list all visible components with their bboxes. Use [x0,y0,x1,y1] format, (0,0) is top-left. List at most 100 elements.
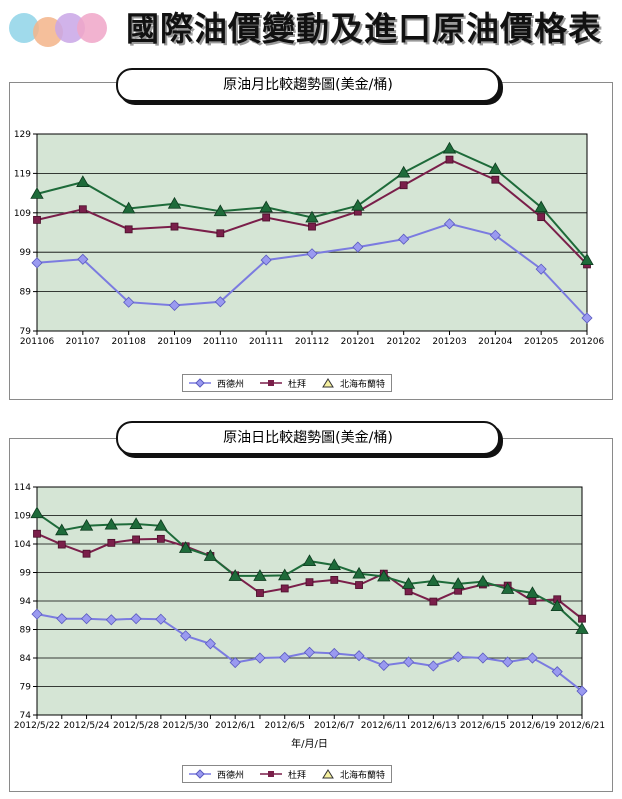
daily-point-dubai [33,529,41,538]
monthly-point-brent [30,187,44,199]
page-title: 國際油價變動及進口原油價格表 [126,9,602,48]
monthly-point-wti [535,263,547,275]
daily-point-brent [30,506,44,519]
daily-point-wti [427,660,439,672]
monthly-chart-legend: 西德州 杜拜 北海布蘭特 [182,374,393,392]
daily-xtick-label: 2012/6/7 [314,721,354,731]
daily-point-wti [204,638,216,650]
monthly-point-dubai [537,213,546,222]
monthly-point-wti [306,248,318,260]
daily-point-wti [403,656,415,668]
daily-point-brent [525,586,540,598]
monthly-point-wti [31,257,43,269]
monthly-point-brent [442,141,457,154]
monthly-point-brent [351,198,365,211]
daily-point-brent [426,574,441,586]
monthly-point-wti [168,299,181,311]
monthly-xtick-label: 201108 [111,337,146,347]
monthly-point-dubai [308,222,316,231]
monthly-point-dubai [445,155,454,164]
daily-xtick-label: 2012/5/28 [113,721,159,731]
monthly-point-wti [123,296,135,308]
legend-label-brent-daily: 北海布蘭特 [340,770,386,781]
daily-point-brent [550,599,564,612]
legend-wti-marker [189,378,211,388]
daily-xtick-label: 2012/6/5 [265,721,305,731]
legend-item-brent: 北海布蘭特 [322,377,385,390]
daily-xtick-label: 2012/6/19 [509,721,555,731]
monthly-xtick-label: 201110 [203,337,238,347]
daily-point-wti [477,652,489,664]
daily-point-wti [155,613,167,625]
legend-dubai-marker [260,380,283,386]
logo [9,13,107,47]
monthly-ytick-label: 119 [14,169,31,179]
monthly-ytick-label: 109 [14,209,31,219]
daily-chart-title: 原油日比較趨勢圖(美金/桶) [116,421,500,455]
daily-point-dubai [57,540,66,549]
monthly-point-wti [214,296,226,308]
daily-point-brent [55,523,69,536]
legend-brent-marker [322,378,334,388]
daily-point-wti [303,646,316,658]
monthly-point-brent [259,200,273,213]
monthly-xtick-label: 201204 [478,337,513,347]
daily-xtick-label: 2012/5/30 [163,721,209,731]
daily-point-dubai [404,587,413,596]
daily-xtick-label: 2012/5/24 [63,721,109,731]
daily-point-wti [180,630,192,642]
monthly-point-wti [489,229,501,241]
monthly-point-brent [580,253,594,265]
monthly-xtick-label: 201109 [157,337,192,347]
monthly-ytick-label: 79 [20,327,32,337]
monthly-point-dubai [170,222,179,231]
monthly-chart-title: 原油月比較趨勢圖(美金/桶) [116,68,500,102]
daily-point-dubai [578,614,586,623]
monthly-xtick-label: 201203 [432,337,466,347]
daily-point-wti [576,685,588,697]
monthly-point-wti [352,241,364,253]
daily-point-brent [129,517,143,529]
monthly-point-dubai [33,215,41,224]
monthly-point-brent [167,196,182,209]
monthly-point-brent [121,201,136,214]
monthly-point-brent [488,162,503,174]
daily-point-dubai [156,534,165,543]
monthly-xtick-label: 201107 [66,337,100,347]
daily-point-dubai [429,597,438,606]
monthly-ytick-label: 89 [20,288,32,298]
daily-point-dubai [107,538,116,547]
legend-brent-marker-daily [322,769,334,779]
daily-point-brent [377,569,391,582]
logo-circle-4 [77,13,107,43]
monthly-point-dubai [262,213,271,222]
daily-ytick-label: 109 [14,512,31,522]
daily-ytick-label: 74 [20,711,32,721]
daily-xtick-label: 2012/6/11 [361,721,407,731]
logo-circle-3 [55,13,85,43]
daily-point-brent [327,558,341,570]
daily-point-brent [476,574,490,587]
daily-point-brent [352,566,366,579]
daily-point-brent [228,569,242,581]
monthly-point-dubai [399,181,408,190]
legend-label-wti: 西德州 [217,379,245,390]
monthly-ytick-label: 99 [20,248,32,258]
daily-point-dubai [132,535,140,544]
monthly-point-wti [398,233,410,245]
daily-point-wti [551,666,563,678]
daily-point-wti [378,659,390,671]
monthly-point-brent [534,200,548,213]
daily-chart-legend: 西德州 杜拜 北海布蘭特 [182,765,393,783]
daily-point-wti [353,650,365,662]
daily-point-brent [500,582,515,594]
daily-point-dubai [280,584,289,593]
monthly-xtick-label: 201106 [20,337,55,347]
monthly-point-brent [305,210,319,223]
monthly-xtick-label: 201111 [249,337,283,347]
daily-point-dubai [528,597,537,605]
daily-point-dubai [82,549,91,558]
legend-wti-marker-daily [189,769,211,779]
